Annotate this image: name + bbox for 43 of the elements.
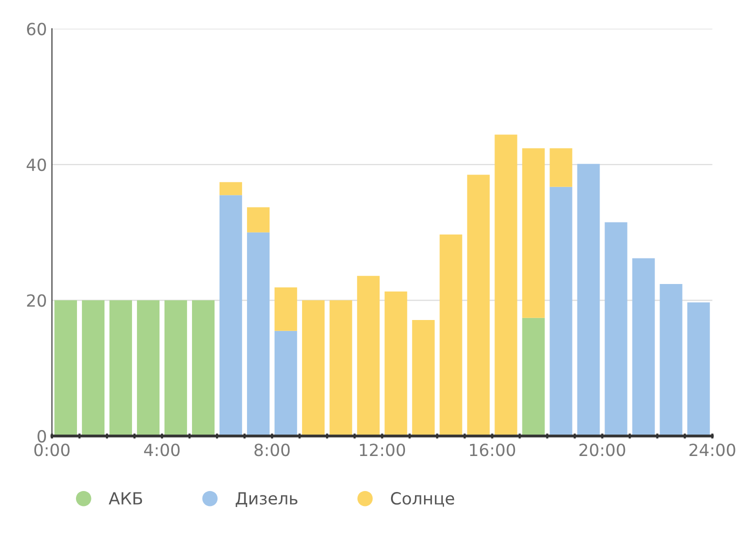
bar <box>164 300 188 436</box>
bar <box>192 300 215 436</box>
legend-label: Солнце <box>390 492 454 507</box>
legend-label: АКБ <box>108 492 142 504</box>
bar <box>109 300 132 436</box>
bar <box>220 182 242 196</box>
bar <box>632 258 655 436</box>
bar <box>577 164 600 436</box>
x-tick-label: 24:00 <box>690 444 736 456</box>
bar <box>550 148 572 187</box>
bar <box>302 300 325 436</box>
bar <box>604 222 628 436</box>
bar <box>357 276 380 436</box>
x-tick-label: 0:00 <box>34 444 70 456</box>
y-tick-label: 20 <box>27 294 46 307</box>
bar <box>330 300 352 436</box>
legend-label: Дизель <box>236 492 298 508</box>
x-tick-label: 16:00 <box>470 444 516 456</box>
bar <box>82 300 104 436</box>
bar <box>687 302 710 436</box>
x-tick-label: 4:00 <box>144 444 180 456</box>
y-tick-label: 40 <box>26 158 46 172</box>
bar <box>54 300 77 436</box>
bar <box>247 232 270 436</box>
bar <box>522 318 545 436</box>
bar <box>384 291 408 436</box>
x-tick-label: 12:00 <box>360 444 406 456</box>
y-tick-label: 60 <box>27 22 46 36</box>
x-tick-label: 20:00 <box>579 444 626 456</box>
y-tick-label: 0 <box>38 430 46 443</box>
bar <box>274 330 298 436</box>
bar <box>412 320 435 436</box>
bar <box>467 174 490 436</box>
bar <box>247 207 270 232</box>
bar <box>660 284 682 436</box>
bar <box>550 186 572 436</box>
bar <box>136 300 160 436</box>
bar <box>274 287 298 331</box>
bar <box>494 134 518 436</box>
bar <box>522 148 545 318</box>
bar <box>440 234 462 436</box>
bar <box>220 195 242 436</box>
x-tick-label: 8:00 <box>254 444 290 456</box>
